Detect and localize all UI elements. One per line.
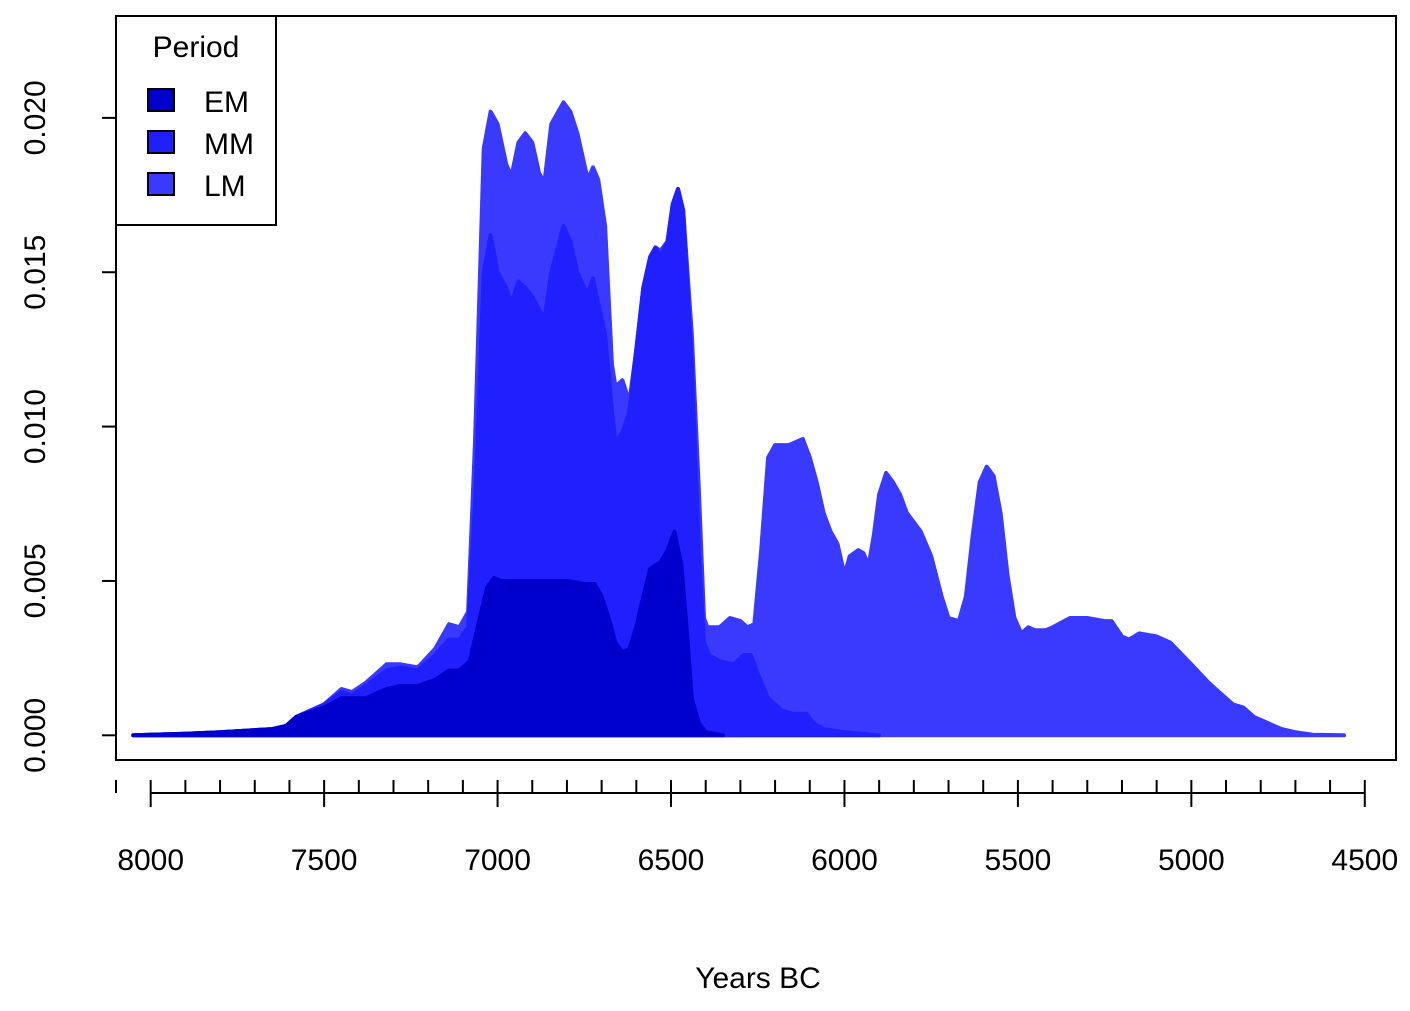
legend-label-em: EM [204, 86, 249, 119]
y-tick-label: 0.020 [19, 80, 52, 155]
area-series-lm [131, 100, 1346, 738]
series-layer [131, 100, 1346, 738]
legend-label-lm: LM [204, 170, 246, 203]
x-tick-label: 7000 [464, 844, 531, 877]
legend-swatch-lm [147, 172, 175, 196]
x-tick-label: 6500 [638, 844, 705, 877]
x-tick-label: 6000 [811, 844, 878, 877]
legend-box [115, 15, 277, 226]
legend: Period EM MM LM [115, 15, 277, 226]
area-series-em [131, 529, 725, 738]
legend-swatch-mm [147, 130, 175, 154]
legend-label-mm: MM [204, 128, 254, 161]
x-tick-label: 5500 [985, 844, 1052, 877]
x-tick-label: 7500 [291, 844, 358, 877]
x-tick-label: 8000 [117, 844, 184, 877]
y-tick-label: 0.015 [19, 235, 52, 310]
y-axis: 0.000 0.005 0.010 0.015 0.020 [19, 80, 117, 773]
legend-title: Period [153, 31, 240, 64]
y-tick-label: 0.005 [19, 543, 52, 618]
y-tick-label: 0.010 [19, 389, 52, 464]
x-tick-label: 5000 [1158, 844, 1225, 877]
legend-swatch-em [147, 88, 175, 112]
area-series-mm [131, 186, 882, 738]
x-axis: 8000 7500 7000 6500 6000 5500 5000 4500 [115, 780, 1398, 877]
x-tick-label: 4500 [1331, 844, 1398, 877]
y-tick-label: 0.000 [19, 698, 52, 773]
x-axis-title: Years BC [695, 962, 821, 995]
